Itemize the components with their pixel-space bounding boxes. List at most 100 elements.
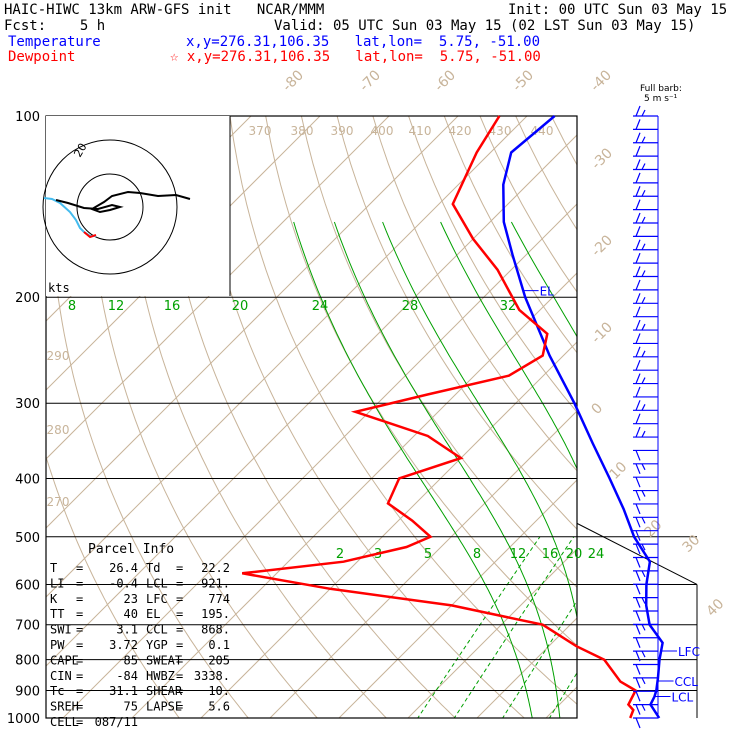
wind-barb-flag <box>635 145 641 157</box>
wind-barb-flag <box>635 450 641 461</box>
wind-barb-flag <box>635 186 641 197</box>
hodograph-trace-upper <box>55 190 191 214</box>
moist-adiabat <box>440 221 577 470</box>
moist-adiabat <box>725 222 740 718</box>
wind-barb-flag <box>635 293 641 304</box>
parcel-info-cell: 22.2 <box>201 561 230 575</box>
temperature-location: x,y=276.31,106.35 lat,lon= 5.75, -51.00 <box>186 34 541 50</box>
theta-label: 380 <box>291 124 314 138</box>
parcel-info-cell: = <box>176 669 183 683</box>
parcel-info-cell: SHEAR <box>146 684 183 698</box>
wind-barb-half <box>641 624 646 631</box>
parcel-info-cell: LFC <box>146 592 168 606</box>
parcel-info-cell: = <box>76 653 83 667</box>
pressure-tick-label: 900 <box>15 684 40 699</box>
wind-barb-flag <box>635 199 641 210</box>
wind-barb-flag <box>635 132 641 143</box>
parcel-info-cell: = <box>76 561 83 575</box>
parcel-info-cell: 087/11 <box>95 715 138 729</box>
isotherm-label: 40 <box>704 596 728 620</box>
parcel-info-cell: 3.1 <box>116 623 138 637</box>
isotherm <box>476 617 577 718</box>
isotherm <box>62 203 577 718</box>
parcel-info-cell: 26.4 <box>109 561 138 575</box>
parcel-info-cell: 40 <box>124 607 138 621</box>
wind-barb-half <box>641 323 646 331</box>
hodograph-ring-outer <box>42 139 178 275</box>
parcel-info-cell: PW <box>50 638 65 652</box>
moist-adiabat-label: 12 <box>108 299 125 314</box>
theta-label: 400 <box>371 124 394 138</box>
parcel-info-cell: -0.4 <box>109 576 138 590</box>
parcel-info-cell: = <box>76 607 83 621</box>
wind-barb-flag <box>635 476 641 488</box>
hodograph-background <box>46 116 230 296</box>
barb-legend-line1: Full barb: <box>640 84 682 94</box>
wind-barb-flag <box>635 239 641 251</box>
dry-adiabat <box>86 116 318 718</box>
dry-adiabat <box>193 116 526 718</box>
wind-barb-half <box>641 543 646 551</box>
wind-barb-flag <box>635 570 641 582</box>
parcel-info-cell: SWEAT <box>146 653 182 667</box>
parcel-info-cell: = <box>76 576 83 590</box>
wind-barb-half <box>641 216 646 224</box>
parcel-info-cell: = <box>176 638 183 652</box>
dry-adiabat <box>336 116 577 530</box>
parcel-info-cell: 921. <box>201 576 230 590</box>
parcel-info-cell: = <box>176 653 183 667</box>
parcel-info-cell: K <box>50 592 58 606</box>
parcel-info-cell: = <box>176 576 183 590</box>
parcel-info-cell: SREH <box>50 700 79 714</box>
wind-barb-half <box>641 270 646 277</box>
wind-barb-half <box>641 109 646 117</box>
parcel-info-cell: 23 <box>124 592 138 606</box>
profile-temperature <box>502 115 664 719</box>
dry-adiabat <box>730 116 740 731</box>
wind-barb-flag <box>635 252 641 264</box>
parcel-info-cell: = <box>176 607 183 621</box>
wind-barb-flag <box>635 226 641 237</box>
mixing-ratio-line <box>502 599 577 718</box>
isotherm-label: -10 <box>589 319 616 346</box>
parcel-info-cell: CCL <box>146 623 168 637</box>
moist-adiabat <box>382 221 577 620</box>
parcel-info-cell: 3338. <box>194 669 230 683</box>
wind-barb-flag <box>635 172 641 184</box>
parcel-info-cell: YGP <box>146 638 168 652</box>
parcel-info-cell: = <box>176 700 183 714</box>
wind-barb-flag <box>635 346 641 358</box>
wind-barb-half <box>641 570 646 578</box>
parcel-info-cell: = <box>76 592 83 606</box>
isotherm-label: 0 <box>589 400 607 418</box>
wind-barb-flag <box>635 704 641 715</box>
mixing-ratio-label: 16 <box>542 547 559 562</box>
parcel-info-cell: CIN <box>50 669 72 683</box>
profile-dewpoint <box>241 115 638 719</box>
dewpoint-location: ☆ x,y=276.31,106.35 lat,lon= 5.75, -51.0… <box>170 49 541 65</box>
mixing-ratio-label: 12 <box>510 547 527 562</box>
dry-adiabat <box>229 116 577 705</box>
wind-barb-half <box>641 377 646 384</box>
forecast-hour: Fcst: 5 h <box>4 18 106 34</box>
wind-barb-flag <box>635 159 641 170</box>
parcel-info-cell: = <box>176 592 183 606</box>
dry-adiabat <box>479 116 577 293</box>
hodograph-trace-surface <box>83 231 97 239</box>
level-label-lfc: LFC <box>678 645 700 659</box>
wind-barb-flag <box>635 583 641 595</box>
parcel-info-cell: 205 <box>208 653 230 667</box>
wind-barb-half <box>641 189 646 197</box>
wind-barb-flag <box>635 400 641 411</box>
theta-label: 370 <box>249 124 272 138</box>
parcel-info-cell: TT <box>50 607 64 621</box>
level-label-ccl: CCL <box>675 675 699 689</box>
hodograph-ring-inner <box>76 173 144 241</box>
wind-barb-flag <box>635 503 641 515</box>
mixing-ratio-label: 20 <box>566 547 583 562</box>
pressure-tick-label: 800 <box>15 654 40 669</box>
parcel-info-cell: EL <box>146 607 160 621</box>
wind-barb-half <box>641 677 646 685</box>
init-time: Init: 00 UTC Sun 03 May 15 <box>508 2 728 18</box>
parcel-info-cell: 3.72 <box>109 638 138 652</box>
